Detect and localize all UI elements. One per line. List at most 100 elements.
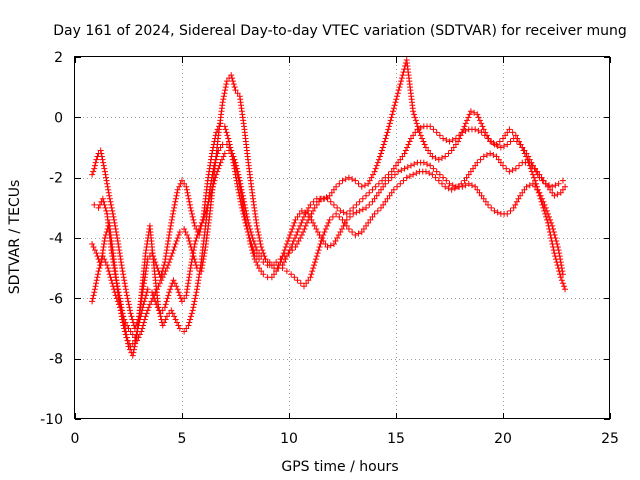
data-point bbox=[287, 231, 294, 238]
data-point bbox=[123, 334, 130, 341]
data-point bbox=[506, 126, 513, 133]
data-point bbox=[525, 159, 532, 166]
data-point bbox=[363, 222, 370, 229]
data-point bbox=[496, 138, 503, 145]
data-point bbox=[238, 186, 245, 193]
data-point bbox=[105, 268, 112, 275]
data-point bbox=[91, 165, 98, 172]
data-point bbox=[475, 114, 482, 121]
data-point bbox=[190, 301, 197, 308]
data-point bbox=[101, 201, 108, 208]
data-point bbox=[330, 241, 337, 248]
data-point bbox=[156, 280, 163, 287]
data-point bbox=[161, 319, 168, 326]
data-point bbox=[521, 150, 528, 157]
data-point bbox=[174, 189, 181, 196]
data-point bbox=[527, 165, 534, 172]
data-point bbox=[487, 138, 494, 145]
data-point bbox=[268, 274, 275, 281]
data-point bbox=[391, 102, 398, 109]
data-point bbox=[247, 228, 254, 235]
x-tick-label: 5 bbox=[178, 431, 187, 447]
data-point bbox=[483, 152, 490, 159]
data-point bbox=[298, 207, 305, 214]
data-point bbox=[410, 108, 417, 115]
data-point bbox=[501, 142, 508, 149]
data-point bbox=[388, 114, 395, 121]
data-point bbox=[429, 171, 436, 178]
data-point bbox=[172, 241, 179, 248]
y-tick-label: -2 bbox=[49, 171, 63, 187]
data-point bbox=[375, 189, 382, 196]
data-point bbox=[282, 256, 289, 263]
data-point bbox=[106, 271, 113, 278]
data-point bbox=[559, 177, 566, 184]
data-point bbox=[226, 138, 233, 145]
data-point bbox=[290, 222, 297, 229]
data-point bbox=[478, 120, 485, 127]
data-point bbox=[399, 153, 406, 160]
data-point bbox=[192, 292, 199, 299]
data-point bbox=[442, 153, 449, 160]
data-point bbox=[333, 210, 340, 217]
data-point bbox=[519, 144, 526, 151]
data-point bbox=[157, 313, 164, 320]
data-point bbox=[400, 177, 407, 184]
data-point bbox=[350, 204, 357, 211]
data-point bbox=[411, 161, 418, 168]
data-point bbox=[231, 156, 238, 163]
data-point bbox=[310, 265, 317, 272]
data-point bbox=[387, 117, 394, 124]
data-point bbox=[296, 210, 303, 217]
data-point bbox=[513, 198, 520, 205]
data-point bbox=[246, 222, 253, 229]
data-point bbox=[389, 111, 396, 118]
data-point bbox=[113, 228, 120, 235]
data-point bbox=[427, 162, 434, 169]
data-point bbox=[556, 268, 563, 275]
data-point bbox=[382, 198, 389, 205]
data-point bbox=[339, 177, 346, 184]
data-point bbox=[91, 162, 98, 169]
data-point bbox=[330, 201, 337, 208]
data-point bbox=[239, 189, 246, 196]
data-point bbox=[95, 268, 102, 275]
data-point bbox=[386, 123, 393, 130]
data-point bbox=[432, 155, 439, 162]
data-point bbox=[111, 289, 118, 296]
data-point bbox=[186, 201, 193, 208]
data-point bbox=[493, 153, 500, 160]
data-point bbox=[168, 216, 175, 223]
data-point bbox=[474, 111, 481, 118]
data-point bbox=[477, 156, 484, 163]
data-point bbox=[125, 301, 132, 308]
data-point bbox=[506, 168, 513, 175]
data-point bbox=[356, 198, 363, 205]
data-point bbox=[165, 292, 172, 299]
data-point bbox=[378, 186, 385, 193]
data-point bbox=[253, 222, 260, 229]
data-point bbox=[221, 123, 228, 130]
data-point bbox=[168, 253, 175, 260]
plot-frame bbox=[74, 56, 610, 419]
data-point bbox=[413, 170, 420, 177]
data-point bbox=[449, 182, 456, 189]
data-point bbox=[170, 247, 177, 254]
data-point bbox=[235, 171, 242, 178]
data-point bbox=[358, 183, 365, 190]
data-point bbox=[305, 204, 312, 211]
data-point bbox=[374, 159, 381, 166]
data-point bbox=[424, 161, 431, 168]
data-point bbox=[284, 238, 291, 245]
data-point bbox=[151, 292, 158, 299]
data-point bbox=[169, 210, 176, 217]
data-point bbox=[307, 201, 314, 208]
data-point bbox=[381, 138, 388, 145]
data-point bbox=[552, 256, 559, 263]
data-point bbox=[148, 298, 155, 305]
data-point bbox=[111, 216, 118, 223]
data-point bbox=[367, 216, 374, 223]
data-point bbox=[491, 207, 498, 214]
data-point bbox=[553, 259, 560, 266]
